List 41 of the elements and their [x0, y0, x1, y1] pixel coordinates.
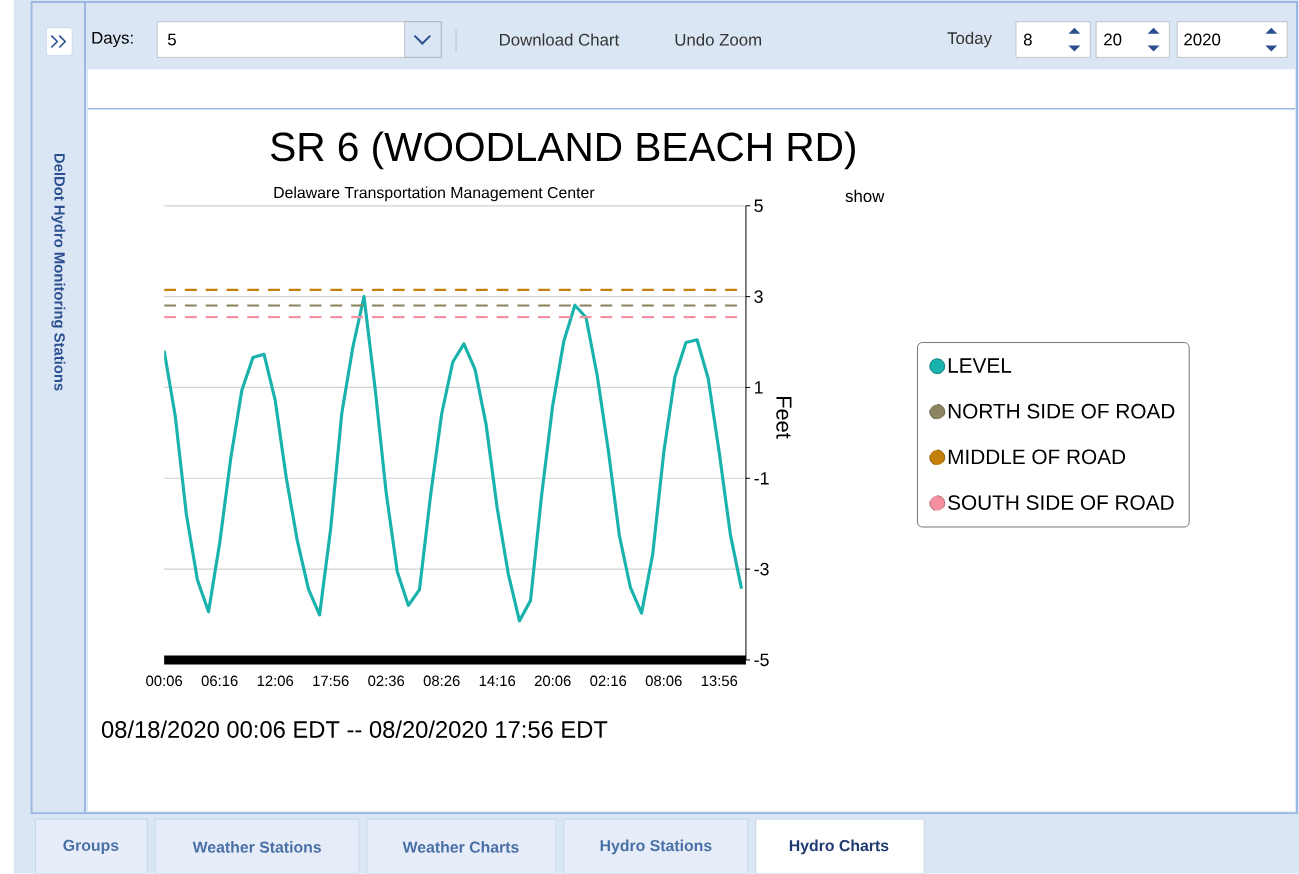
text: Weather Stations [192, 841, 321, 853]
y-tick-label: -3 [754, 562, 769, 576]
x-tick-label: 02:36 [368, 675, 405, 687]
x-tick-label: 08:06 [645, 675, 682, 687]
text: Days: [92, 32, 133, 48]
text: Download Chart [500, 33, 620, 46]
chart-subtitle: Delaware Transportation Management Center [274, 186, 595, 202]
y-tick-label: 3 [754, 290, 763, 303]
y-tick-label: 5 [754, 199, 763, 213]
text: 5 [167, 33, 176, 46]
y-axis-title: Feet [776, 397, 792, 439]
legend-label: SOUTH SIDE OF ROAD [948, 495, 1174, 510]
text: DelDot Hydro Monitoring Stations [51, 154, 66, 391]
x-tick-label: 14:16 [479, 675, 516, 687]
legend-label: NORTH SIDE OF ROAD [948, 403, 1175, 419]
x-tick-label: 08:26 [423, 675, 460, 687]
text: 20 [1104, 33, 1122, 46]
x-tick-label: 12:06 [257, 675, 294, 687]
text: 08/18/2020 00:06 EDT -- 08/20/2020 17:56 EDT [101, 720, 608, 738]
text: 8 [1023, 33, 1032, 46]
x-tick-label: 20:06 [534, 675, 571, 687]
x-tick-label: 17:56 [313, 675, 349, 687]
line-series [164, 295, 744, 623]
y-tick-label: -1 [754, 472, 769, 485]
text: Weather Charts [402, 841, 519, 853]
y-tick-label: 1 [754, 381, 763, 394]
x-tick-label: 02:16 [590, 675, 627, 687]
text: show [845, 189, 885, 203]
text: Hydro Stations [600, 839, 712, 855]
legend-label: LEVEL [948, 358, 1012, 373]
y-tick-label: -5 [754, 653, 769, 667]
text: Undo Zoom [675, 33, 762, 46]
x-tick-label: 00:06 [146, 675, 183, 687]
x-tick-label: 06:16 [201, 675, 238, 687]
text: 2020 [1184, 33, 1221, 46]
text: Hydro Charts [789, 839, 889, 855]
x-tick-label: 13:56 [701, 675, 738, 687]
legend-label: MIDDLE OF ROAD [948, 449, 1126, 465]
chart-title: SR 6 (WOODLAND BEACH RD) [271, 131, 855, 170]
text: Groups [63, 839, 119, 855]
text: Today [947, 31, 992, 48]
